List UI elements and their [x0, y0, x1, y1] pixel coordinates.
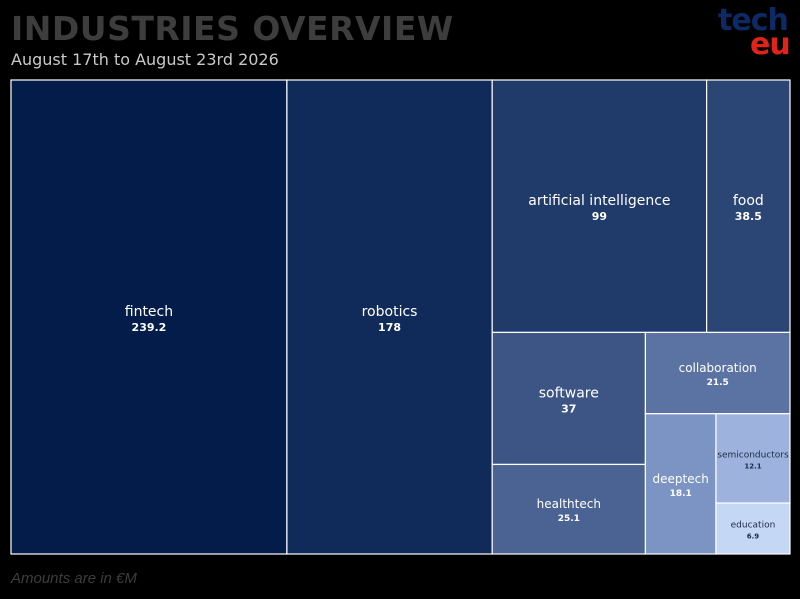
tile-rect-healthtech [491, 463, 647, 555]
tile-value-robotics: 178 [378, 321, 401, 334]
tile-rect-semiconductors [715, 413, 791, 504]
tile-value-fintech: 239.2 [132, 321, 167, 334]
tile-collaboration: collaboration 21.5 [644, 331, 791, 415]
tile-rect-deeptech [644, 413, 717, 555]
chart-title: INDUSTRIES OVERVIEW [11, 9, 454, 48]
tile-label-software: software [539, 385, 599, 401]
tile-label-artificial-intelligence: artificial intelligence [528, 193, 670, 209]
tile-label-education: education [731, 521, 776, 531]
tile-value-healthtech: 25.1 [558, 514, 580, 524]
tile-deeptech: deeptech 18.1 [644, 413, 717, 555]
logo-text-tech: tech [718, 3, 789, 38]
tile-value-deeptech: 18.1 [670, 489, 692, 499]
tile-value-artificial-intelligence: 99 [592, 210, 607, 223]
tile-rect-robotics [286, 79, 493, 555]
tile-value-semiconductors: 12.1 [744, 462, 761, 470]
amounts-footnote: Amounts are in €M [11, 570, 137, 587]
chart-subtitle: August 17th to August 23rd 2026 [11, 50, 279, 69]
logo-text-eu: eu [750, 27, 791, 62]
tile-label-food: food [733, 193, 764, 209]
tile-value-education: 6.9 [747, 533, 760, 541]
tile-healthtech: healthtech 25.1 [491, 463, 647, 555]
tile-label-fintech: fintech [125, 304, 173, 320]
tech-eu-logo: tech eu [714, 6, 794, 60]
tile-rect-food [706, 79, 791, 334]
tile-education: education 6.9 [715, 502, 791, 555]
tile-rect-fintech [10, 79, 288, 555]
tile-rect-software [491, 331, 647, 466]
tile-semiconductors: semiconductors 12.1 [715, 413, 791, 504]
tile-label-healthtech: healthtech [537, 497, 601, 511]
tile-value-software: 37 [561, 402, 576, 415]
tile-label-deeptech: deeptech [653, 472, 709, 486]
tile-rect-education [715, 502, 791, 555]
tile-value-food: 38.5 [735, 210, 762, 223]
tile-value-collaboration: 21.5 [707, 378, 729, 388]
tile-label-collaboration: collaboration [679, 361, 757, 375]
tile-label-robotics: robotics [362, 304, 418, 320]
tile-label-semiconductors: semiconductors [717, 450, 789, 460]
